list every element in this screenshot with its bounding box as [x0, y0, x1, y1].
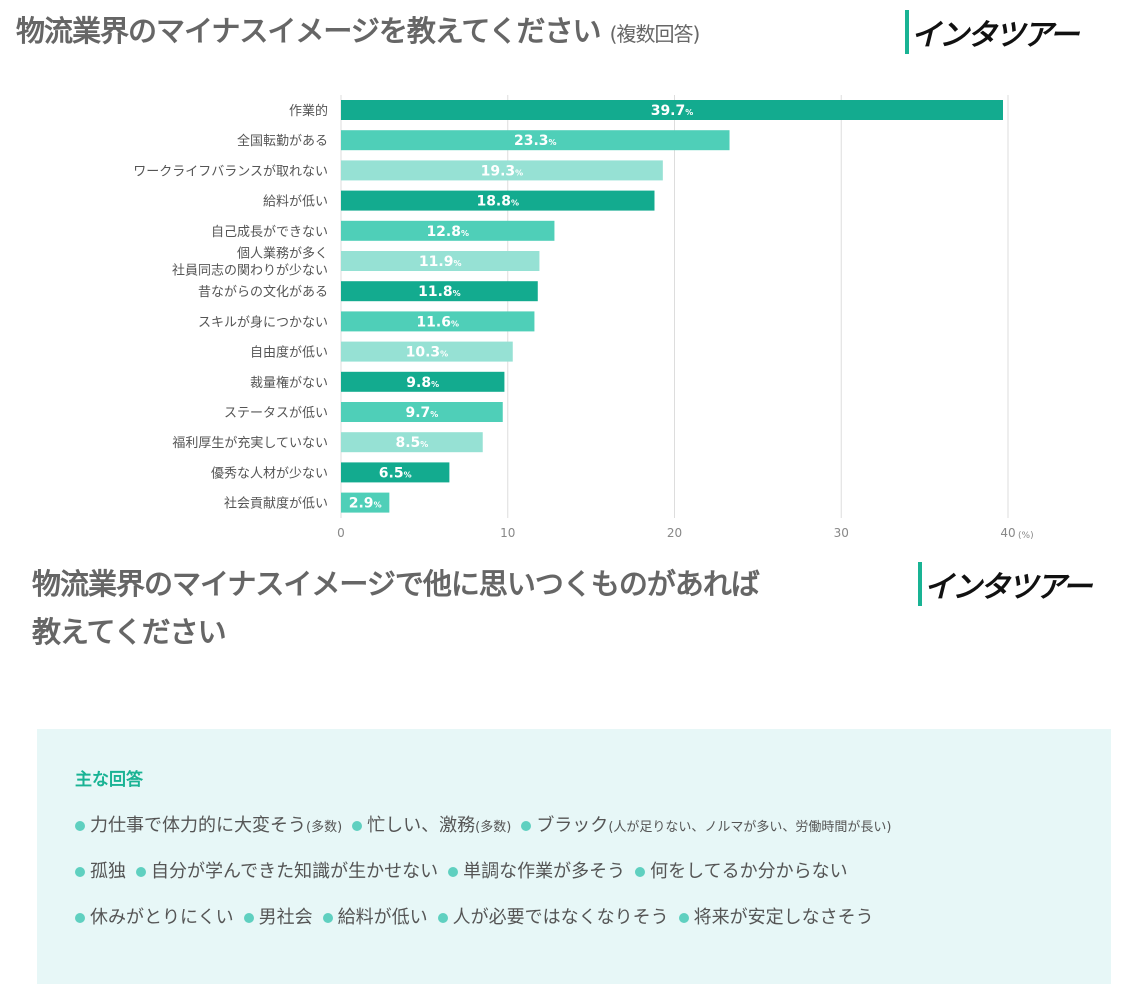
data-label: 39.7%: [651, 103, 694, 119]
category-label: ワークライフバランスが取れない: [133, 164, 328, 179]
x-tick-label: 0: [337, 526, 345, 540]
data-label: 10.3%: [406, 345, 449, 361]
answer-item: 将来が安定しなさそう: [679, 907, 874, 928]
category-label: 給料が低い: [263, 195, 328, 210]
data-label: 11.6%: [416, 314, 459, 330]
title-subtitle: (複数回答): [609, 22, 701, 46]
answer-item: 単調な作業が多そう: [448, 861, 625, 882]
bar: [341, 100, 1003, 120]
data-label-unit: %: [440, 350, 448, 359]
category-label: 全国転勤がある: [237, 133, 328, 149]
data-label-unit: %: [374, 501, 382, 510]
bar: [341, 160, 663, 181]
answers-box: 主な回答 力仕事で体力的に大変そう(多数) 忙しい、激務(多数) ブラック(人が足り…: [37, 729, 1111, 984]
data-label: 18.8%: [476, 194, 519, 210]
bar: [341, 190, 655, 211]
x-tick-label: 10: [500, 526, 515, 540]
section2-title-line1: 物流業界のマイナスイメージで他に思いつくものがあれば: [32, 567, 760, 601]
answer-item: 人が必要ではなくなりそう: [438, 907, 669, 928]
category-label: 作業的: [289, 103, 328, 119]
category-label: 自由度が低い: [250, 345, 328, 361]
category-label: 自己成長ができない: [211, 225, 328, 240]
x-unit-label: (%): [1018, 531, 1034, 541]
category-label: 社員同志の関わりが少ない: [172, 263, 328, 279]
category-label: 社会貢献度が低い: [224, 496, 328, 512]
answer-item: 孤独: [75, 861, 126, 882]
x-tick-label: 40: [1000, 526, 1015, 540]
bar-chart: 0 10 20 30 40 (%) 作業的 39.7% 全国転勤がある 23.3% ワークライフバラ…: [133, 95, 1034, 541]
bar: [341, 402, 503, 422]
answer-note: (人が足りない、ノルマが多い、労働時間が長い): [608, 820, 892, 835]
data-label: 11.9%: [419, 254, 462, 270]
data-label-unit: %: [549, 138, 557, 147]
bar: [341, 251, 540, 271]
answers-row: 孤独 自分が学んできた知識が生かせない 単調な作業が多そう 何をしてるか分からない: [75, 857, 858, 883]
bar: [341, 462, 450, 483]
category-label: ステータスが低い: [224, 406, 328, 421]
data-label: 9.7%: [405, 405, 438, 421]
data-label-unit: %: [453, 289, 461, 298]
logo: インタツアー: [905, 10, 1079, 54]
bar: [341, 311, 535, 332]
answer-item: 給料が低い: [323, 907, 428, 928]
category-label: 昔ながらの文化がある: [198, 285, 328, 300]
data-label-unit: %: [515, 168, 523, 177]
answer-item: 忙しい、激務(多数): [352, 815, 511, 836]
category-label: 個人業務が多く: [237, 246, 328, 262]
bar: [341, 371, 505, 392]
section2-title-line2: 教えてください: [32, 615, 227, 649]
data-label-unit: %: [685, 108, 693, 117]
data-label: 19.3%: [481, 163, 524, 179]
data-label: 8.5%: [395, 435, 428, 451]
data-label: 23.3%: [514, 133, 557, 149]
bar: [341, 432, 483, 453]
bar: [341, 130, 730, 151]
data-label-unit: %: [453, 259, 461, 268]
answer-item: 力仕事で体力的に大変そう(多数): [75, 815, 342, 836]
data-label: 9.8%: [406, 375, 439, 391]
data-label: 2.9%: [349, 496, 382, 512]
x-tick-label: 20: [667, 526, 682, 540]
data-label-unit: %: [431, 380, 439, 389]
answer-item: 休みがとりにくい: [75, 907, 234, 928]
logo-2: インタツアー: [918, 562, 1092, 606]
data-label: 12.8%: [426, 224, 469, 240]
answer-item: 何をしてるか分からない: [635, 861, 847, 882]
data-label: 6.5%: [379, 465, 412, 481]
chart-title: 物流業界のマイナスイメージを教えてください (複数回答): [16, 8, 701, 50]
data-label-unit: %: [430, 410, 438, 419]
x-tick-label: 30: [834, 526, 849, 540]
data-label: 11.8%: [418, 284, 461, 300]
category-label: スキルが身につかない: [198, 314, 328, 330]
answers-heading: 主な回答: [75, 770, 143, 790]
title-text: 物流業界のマイナスイメージを教えてください: [16, 14, 602, 48]
answers-row: 力仕事で体力的に大変そう(多数) 忙しい、激務(多数) ブラック(人が足りない、ノル…: [75, 811, 901, 837]
answer-note: (多数): [475, 820, 512, 835]
answer-note: (多数): [306, 820, 343, 835]
data-label-unit: %: [511, 199, 519, 208]
answer-item: 自分が学んできた知識が生かせない: [136, 861, 438, 882]
category-label: 優秀な人材が少ない: [211, 466, 328, 481]
answer-item: 男社会: [244, 907, 313, 928]
category-label: 福利厚生が充実していない: [172, 435, 328, 451]
answers-row: 休みがとりにくい 男社会 給料が低い 人が必要ではなくなりそう 将来が安定しなさそう: [75, 903, 884, 929]
data-label-unit: %: [420, 440, 428, 449]
bar: [341, 341, 513, 362]
bar: [341, 281, 538, 302]
section2-title: 物流業界のマイナスイメージで他に思いつくものがあれば 教えてください: [32, 560, 760, 656]
bar: [341, 492, 390, 513]
answer-item: ブラック(人が足りない、ノルマが多い、労働時間が長い): [521, 815, 891, 836]
bar: [341, 220, 555, 241]
category-label: 裁量権がない: [250, 375, 328, 391]
data-label-unit: %: [451, 319, 459, 328]
data-label-unit: %: [404, 470, 412, 479]
data-label-unit: %: [461, 229, 469, 238]
